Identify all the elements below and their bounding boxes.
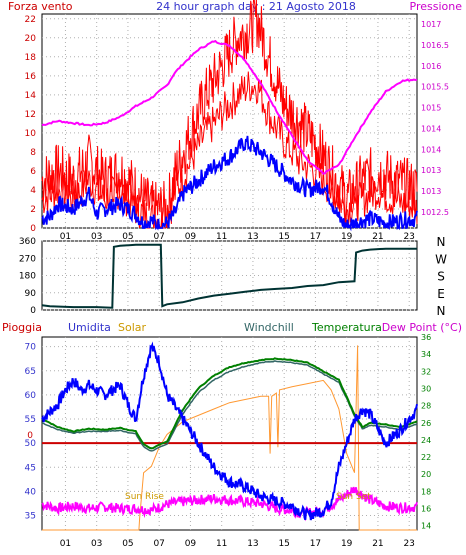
avg-wind-series [41, 135, 418, 232]
x-tick-label: 21 [372, 232, 383, 242]
x-tick-label: 05 [122, 232, 133, 242]
x-tick-label: 13 [247, 232, 258, 242]
legend-windchill: Windchill [244, 321, 294, 334]
wind-tick-label: 22 [25, 15, 36, 25]
x-tick-label: 15 [278, 232, 289, 242]
x-tick-label: 11 [216, 232, 227, 242]
x-tick-label: 17 [310, 232, 321, 242]
wind-tick-label: 12 [25, 110, 36, 120]
x-tick-label: 23 [403, 232, 414, 242]
humidity-tick-label: 45 [25, 463, 36, 473]
humidity-tick-label: 40 [25, 487, 37, 497]
compass-label: W [435, 252, 447, 266]
wind-speed-label: Forza vento [8, 0, 73, 13]
wind-direction-series [41, 243, 417, 309]
direction-tick-label: 90 [25, 289, 37, 299]
wind-tick-label: 16 [25, 72, 37, 82]
wind-tick-label: 8 [30, 148, 36, 158]
compass-label: E [437, 287, 445, 301]
direction-tick-label: 270 [19, 254, 36, 264]
wind-tick-label: 6 [30, 167, 36, 177]
x-tick-label: 07 [153, 539, 164, 549]
humidity-tick-label: 50 [25, 439, 37, 449]
legend-solar: Solar [118, 321, 147, 334]
temperature-tick-label: 28 [421, 402, 431, 411]
x-tick-label: 19 [341, 539, 353, 549]
pressure-tick-label: 1013 [421, 166, 441, 175]
x-tick-label: 11 [216, 539, 227, 549]
x-tick-label: 01 [60, 232, 71, 242]
temperature-tick-label: 14 [421, 522, 431, 531]
wind-series [41, 71, 418, 230]
legend-pioggia: Pioggia [2, 321, 42, 334]
x-tick-label: 13 [247, 539, 258, 549]
pressure-tick-label: 1014 [421, 124, 441, 133]
rain-zero-label: 0 [27, 431, 33, 441]
wind-tick-label: 20 [25, 34, 37, 44]
x-tick-label: 01 [60, 539, 71, 549]
dewpoint-series [41, 486, 418, 522]
sunrise-annotation: Sun Rise [125, 492, 164, 502]
wind-tick-label: 14 [25, 91, 37, 101]
pressure-tick-label: 1016.5 [421, 41, 449, 50]
pressure-tick-label: 1014 [421, 145, 441, 154]
x-tick-label: 03 [91, 232, 102, 242]
humidity-series [41, 341, 418, 521]
sunset-annotation: Sun Set [336, 492, 371, 502]
pressure-tick-label: 1016 [421, 62, 441, 71]
pressure-tick-label: 1012.5 [421, 208, 449, 217]
direction-tick-label: 180 [19, 272, 36, 282]
x-tick-label: 03 [91, 539, 102, 549]
legend-temperatura: Temperatura [311, 321, 382, 334]
temperature-tick-label: 36 [421, 333, 431, 342]
legend-umidita: Umidita [68, 321, 111, 334]
humidity-tick-label: 55 [25, 415, 36, 425]
temperature-tick-label: 34 [421, 350, 431, 359]
temperature-tick-label: 24 [421, 436, 431, 445]
pressure-label: Pressione [410, 0, 463, 13]
legend-dewpoint: Dew Point (°C) [382, 321, 462, 334]
wind-tick-label: 4 [30, 186, 36, 196]
tick-layer: 01 01 03 03 05 05 07 07 09 09 11 11 13 13 15 15 17 17 19 19… [19, 15, 449, 549]
pressure-tick-label: 1017 [421, 20, 441, 29]
humidity-tick-label: 35 [25, 512, 36, 522]
solar-series [42, 345, 417, 531]
direction-tick-label: 360 [19, 237, 36, 247]
temperature-tick-label: 22 [421, 453, 431, 462]
temperature-tick-label: 20 [421, 470, 431, 479]
temperature-tick-label: 16 [421, 505, 431, 514]
compass-label: N [437, 304, 446, 318]
temperature-tick-label: 30 [421, 384, 431, 393]
pressure-series [41, 39, 418, 175]
x-tick-label: 09 [185, 539, 197, 549]
temperature-tick-label: 18 [421, 487, 431, 496]
wind-tick-label: 18 [25, 53, 37, 63]
wind-tick-label: 2 [30, 205, 36, 215]
x-tick-label: 15 [278, 539, 289, 549]
humidity-tick-label: 60 [25, 391, 37, 401]
x-tick-label: 23 [403, 539, 414, 549]
x-tick-label: 05 [122, 539, 133, 549]
x-tick-label: 19 [341, 232, 353, 242]
series-layer [41, 0, 418, 531]
x-tick-label: 09 [185, 232, 197, 242]
temperature-series [41, 357, 418, 450]
x-tick-label: 07 [153, 232, 164, 242]
pressure-tick-label: 1015.5 [421, 83, 449, 92]
humidity-tick-label: 65 [25, 367, 36, 377]
direction-tick-label: 0 [30, 306, 36, 316]
pressure-tick-label: 1013 [421, 187, 441, 196]
wind-tick-label: 0 [30, 224, 36, 234]
compass-label: S [437, 270, 445, 284]
temperature-tick-label: 26 [421, 419, 431, 428]
humidity-tick-label: 70 [25, 343, 37, 353]
compass-label: N [437, 235, 446, 249]
x-tick-label: 21 [372, 539, 383, 549]
pressure-tick-label: 1015 [421, 104, 441, 113]
wind-tick-label: 10 [25, 129, 37, 139]
x-tick-label: 17 [310, 539, 321, 549]
temperature-tick-label: 32 [421, 367, 431, 376]
